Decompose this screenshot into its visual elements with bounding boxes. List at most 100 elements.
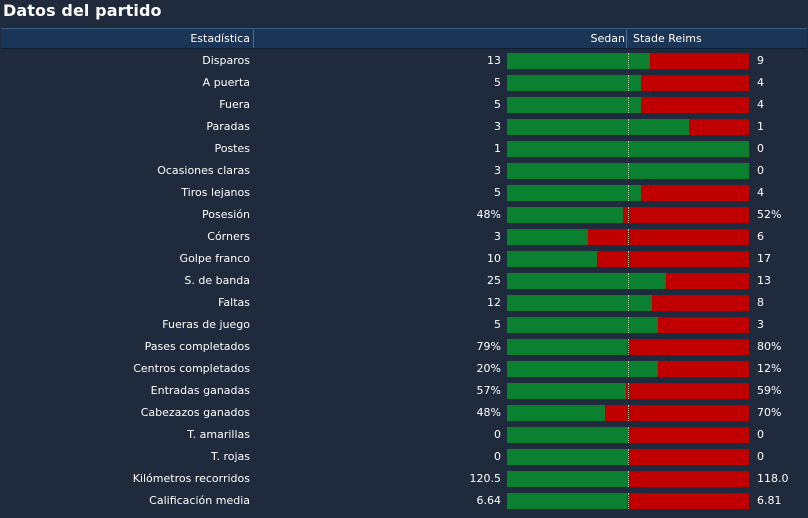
home-value: 12: [487, 296, 501, 309]
comparison-bar: [507, 163, 749, 179]
home-share-fill: [507, 339, 627, 355]
stat-label: Pases completados: [144, 340, 250, 353]
away-value: 1: [757, 120, 764, 133]
stat-row: Kilómetros recorridos 120.5 118.0: [0, 468, 808, 490]
bar-midline: [628, 295, 629, 311]
stat-row: Centros completados 20% 12%: [0, 358, 808, 380]
home-value: 48%: [476, 406, 501, 419]
stats-table-body: Disparos 13 9 A puerta 5 4 Fuera 5 4 Paradas 3 1 Pos…: [0, 50, 808, 512]
stat-label: Fueras de juego: [162, 318, 250, 331]
home-share-fill: [507, 427, 628, 443]
away-value: 0: [757, 428, 764, 441]
stat-row: Disparos 13 9: [0, 50, 808, 72]
bar-midline: [628, 383, 629, 399]
bar-midline: [628, 339, 629, 355]
comparison-bar: [507, 383, 749, 399]
comparison-bar: [507, 471, 749, 487]
away-value: 0: [757, 164, 764, 177]
away-value: 9: [757, 54, 764, 67]
stat-row: Fuera 5 4: [0, 94, 808, 116]
bar-midline: [628, 449, 629, 465]
stat-row: Faltas 12 8: [0, 292, 808, 314]
away-value: 6: [757, 230, 764, 243]
home-share-fill: [507, 273, 666, 289]
stat-row: T. amarillas 0 0: [0, 424, 808, 446]
home-share-fill: [507, 75, 641, 91]
away-value: 8: [757, 296, 764, 309]
home-value: 48%: [476, 208, 501, 221]
comparison-bar: [507, 427, 749, 443]
stat-label: Córners: [207, 230, 250, 243]
column-header-away-team[interactable]: Stade Reims: [633, 32, 702, 45]
stat-label: Faltas: [218, 296, 250, 309]
comparison-bar: [507, 361, 749, 377]
comparison-bar: [507, 405, 749, 421]
home-share-fill: [507, 207, 623, 223]
home-value: 79%: [476, 340, 501, 353]
comparison-bar: [507, 207, 749, 223]
home-value: 3: [494, 230, 501, 243]
comparison-bar: [507, 97, 749, 113]
bar-midline: [628, 471, 629, 487]
home-value: 6.64: [476, 494, 502, 507]
comparison-bar: [507, 251, 749, 267]
home-value: 13: [487, 54, 501, 67]
away-value: 6.81: [757, 494, 782, 507]
home-value: 5: [494, 76, 501, 89]
comparison-bar: [507, 339, 749, 355]
column-header-stat-label: Estadística: [190, 32, 250, 45]
away-value: 17: [757, 252, 771, 265]
bar-midline: [628, 405, 629, 421]
stat-label: T. rojas: [211, 450, 250, 463]
away-value: 4: [757, 76, 764, 89]
home-share-fill: [507, 405, 605, 421]
home-share-fill: [507, 493, 627, 509]
column-header-home-team[interactable]: Sedan: [561, 29, 627, 48]
home-share-fill: [507, 471, 629, 487]
stat-label: Calificación media: [149, 494, 250, 507]
stat-label: Posesión: [202, 208, 250, 221]
away-value: 80%: [757, 340, 782, 353]
bar-midline: [628, 75, 629, 91]
comparison-bar: [507, 141, 749, 157]
stat-row: Paradas 3 1: [0, 116, 808, 138]
away-value: 12%: [757, 362, 782, 375]
bar-midline: [628, 493, 629, 509]
home-share-fill: [507, 119, 689, 135]
away-value: 59%: [757, 384, 782, 397]
column-header-stat[interactable]: Estadística: [1, 29, 254, 48]
stat-label: S. de banda: [184, 274, 250, 287]
page-title: Datos del partido: [3, 1, 162, 20]
away-value: 3: [757, 318, 764, 331]
away-value: 4: [757, 186, 764, 199]
comparison-bar: [507, 53, 749, 69]
home-share-fill: [507, 317, 658, 333]
home-share-fill: [507, 185, 641, 201]
home-value: 3: [494, 164, 501, 177]
away-value: 0: [757, 142, 764, 155]
stat-row: Golpe franco 10 17: [0, 248, 808, 270]
stat-label: Postes: [214, 142, 250, 155]
stat-label: Kilómetros recorridos: [132, 472, 250, 485]
comparison-bar: [507, 119, 749, 135]
stat-row: Calificación media 6.64 6.81: [0, 490, 808, 512]
stat-row: Posesión 48% 52%: [0, 204, 808, 226]
stat-row: T. rojas 0 0: [0, 446, 808, 468]
home-value: 5: [494, 98, 501, 111]
home-value: 25: [487, 274, 501, 287]
home-value: 1: [494, 142, 501, 155]
away-value: 118.0: [757, 472, 789, 485]
comparison-bar: [507, 273, 749, 289]
stat-row: Pases completados 79% 80%: [0, 336, 808, 358]
home-share-fill: [507, 383, 626, 399]
stat-label: Fuera: [219, 98, 250, 111]
home-share-fill: [507, 97, 641, 113]
stat-row: Ocasiones claras 3 0: [0, 160, 808, 182]
bar-midline: [628, 97, 629, 113]
bar-midline: [628, 251, 629, 267]
bar-midline: [628, 229, 629, 245]
home-share-fill: [507, 449, 628, 465]
comparison-bar: [507, 185, 749, 201]
stat-label: Disparos: [202, 54, 250, 67]
home-value: 10: [487, 252, 501, 265]
